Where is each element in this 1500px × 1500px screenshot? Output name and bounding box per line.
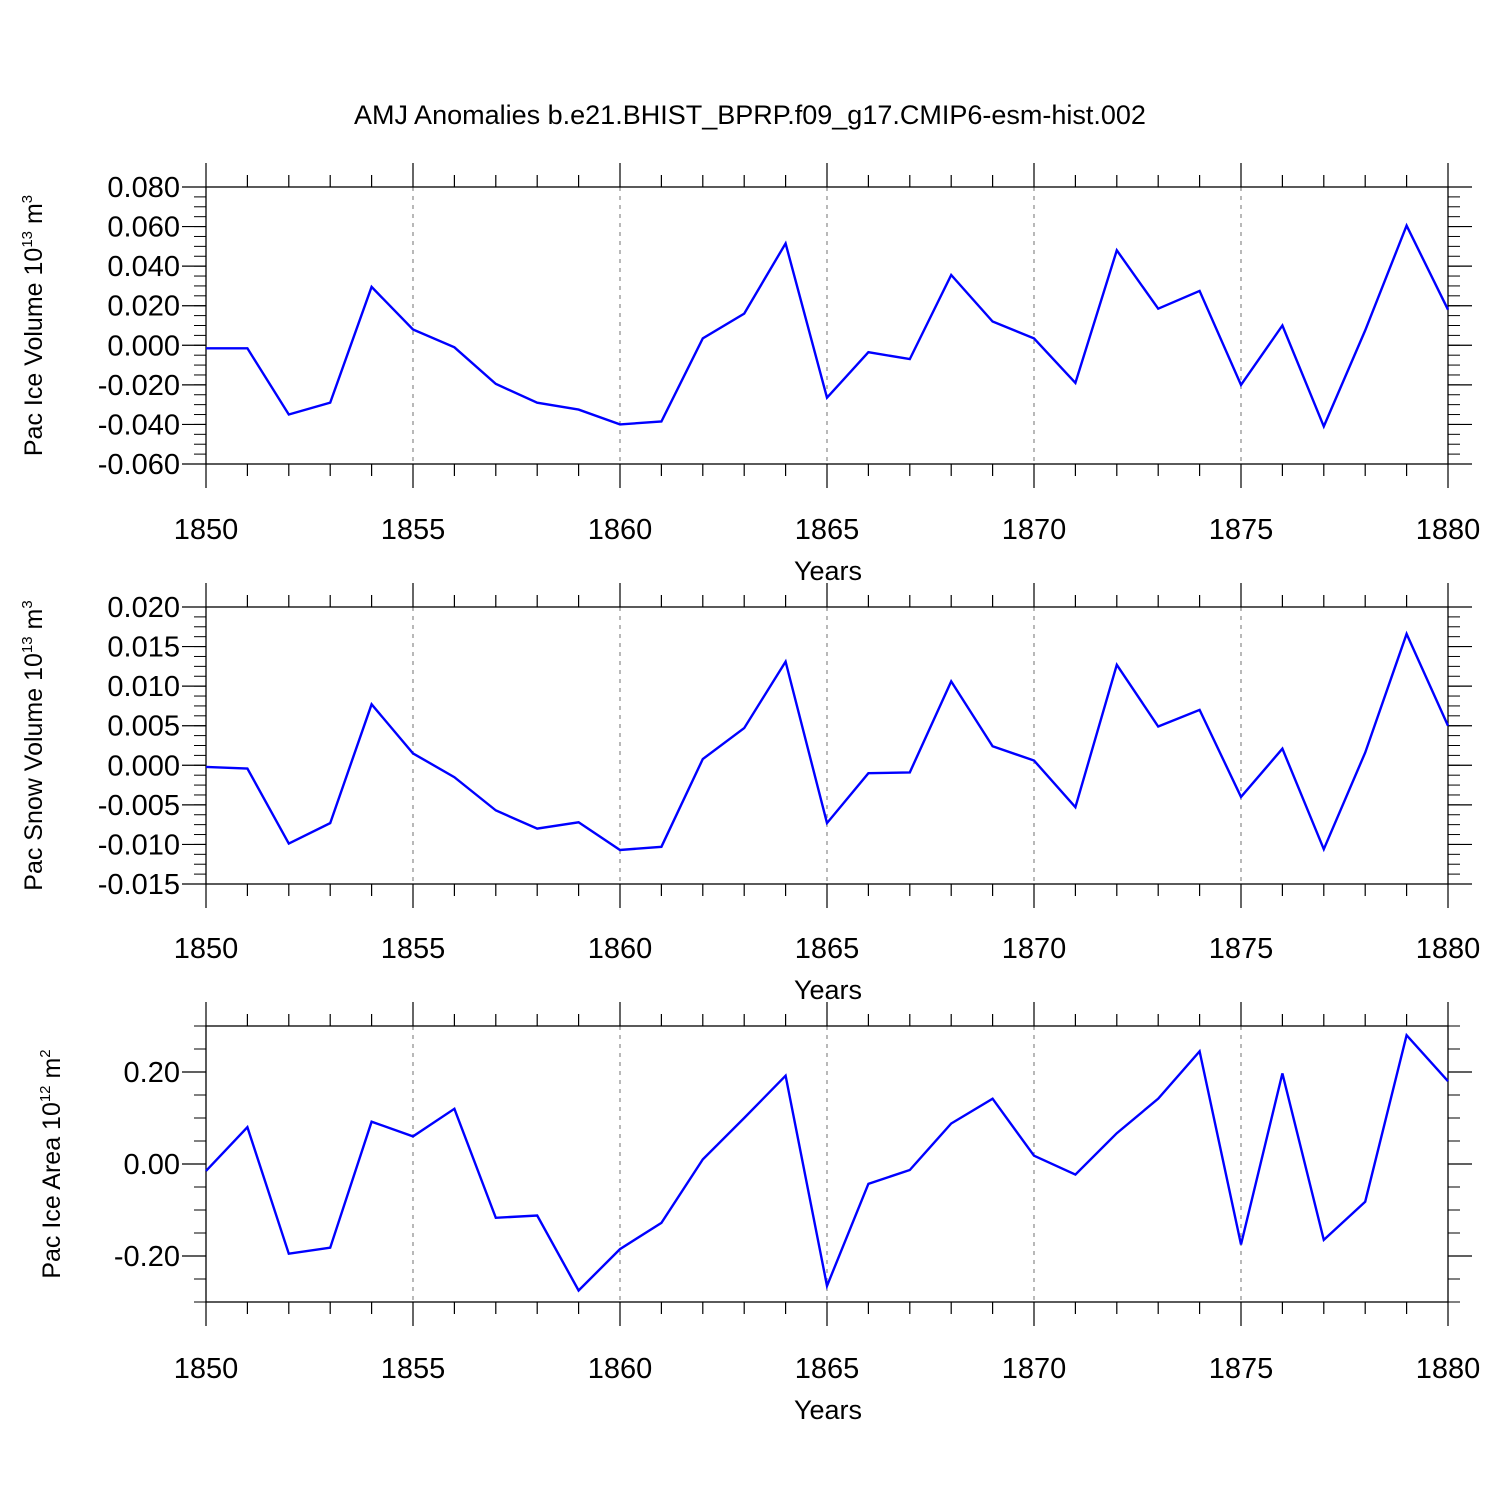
y-axis-label-superscript: 12 <box>37 1085 54 1102</box>
y-axis-label-text: Pac Snow Volume 10 <box>20 653 48 891</box>
y-tick-label: 0.060 <box>107 212 180 244</box>
x-tick-label: 1865 <box>795 514 860 546</box>
x-tick-label: 1870 <box>1002 1353 1067 1385</box>
y-axis-label-superscript: 13 <box>19 636 36 653</box>
y-tick-label: 0.00 <box>124 1149 180 1181</box>
panel-2: 0.020 0.015 0.010 0.005 0.000 -0.005 -0.010 -0.… <box>19 583 1480 1005</box>
x-tick-label: 1860 <box>588 1353 653 1385</box>
y-axis-label-superscript: 13 <box>19 231 36 248</box>
x-tick-label: 1875 <box>1209 1353 1274 1385</box>
y-tick-label: -0.060 <box>98 449 180 481</box>
y-tick-label: 0.000 <box>107 750 180 782</box>
x-tick-label: 1870 <box>1002 514 1067 546</box>
x-axis-label: Years <box>794 1395 862 1425</box>
chart-title: AMJ Anomalies b.e21.BHIST_BPRP.f09_g17.C… <box>354 100 1146 130</box>
y-axis-label: Pac Snow Volume 1013 m3 <box>19 600 48 890</box>
panel-1: 0.080 0.060 0.040 0.020 0.000 -0.020 -0.040 -0.… <box>19 163 1480 586</box>
y-tick-label: 0.040 <box>107 251 180 283</box>
x-axis-label: Years <box>794 975 862 1005</box>
y-axis-label-text: Pac Ice Area 10 <box>38 1102 66 1279</box>
x-tick-label: 1870 <box>1002 933 1067 965</box>
x-tick-label: 1875 <box>1209 933 1274 965</box>
x-tick-label: 1860 <box>588 933 653 965</box>
x-tick-label: 1865 <box>795 1353 860 1385</box>
y-tick-label: -0.020 <box>98 370 180 402</box>
y-tick-label: -0.010 <box>98 829 180 861</box>
x-tick-label: 1875 <box>1209 514 1274 546</box>
panel-3: 0.20 0.00 -0.20 1850 1855 1860 1865 1870 1875 188… <box>37 1002 1480 1425</box>
y-tick-label: 0.010 <box>107 671 180 703</box>
x-tick-label: 1850 <box>174 933 239 965</box>
y-axis-label-text: Pac Ice Volume 10 <box>20 248 48 456</box>
series-line <box>206 222 1450 430</box>
y-axis-label-text: m <box>38 1058 66 1086</box>
y-tick-label: -0.015 <box>98 869 180 901</box>
y-axis-label-text: m <box>20 609 48 637</box>
x-tick-label: 1855 <box>381 1353 446 1385</box>
x-tick-label: 1850 <box>174 1353 239 1385</box>
x-tick-label: 1855 <box>381 514 446 546</box>
x-tick-label: 1880 <box>1416 933 1481 965</box>
y-tick-label: -0.20 <box>114 1241 180 1273</box>
x-tick-label: 1850 <box>174 514 239 546</box>
series-line <box>205 630 1450 853</box>
series-line <box>205 1032 1449 1293</box>
y-tick-label: 0.000 <box>107 330 180 362</box>
x-tick-label: 1855 <box>381 933 446 965</box>
x-tick-label: 1880 <box>1416 514 1481 546</box>
y-tick-label: 0.015 <box>107 632 180 664</box>
y-tick-label: 0.020 <box>107 291 180 323</box>
y-tick-label: 0.080 <box>107 172 180 204</box>
x-tick-label: 1865 <box>795 933 860 965</box>
y-axis-label-text: m <box>20 203 48 231</box>
x-tick-label: 1880 <box>1416 1353 1481 1385</box>
y-axis-label: Pac Ice Volume 1013 m3 <box>19 195 48 456</box>
y-axis-label-superscript: 2 <box>37 1049 54 1057</box>
y-tick-label: 0.005 <box>107 711 180 743</box>
y-axis-label: Pac Ice Area 1012 m2 <box>37 1049 66 1278</box>
y-axis-label-superscript: 3 <box>19 195 36 203</box>
y-tick-label: 0.020 <box>107 592 180 624</box>
x-tick-label: 1860 <box>588 514 653 546</box>
y-tick-label: -0.040 <box>98 409 180 441</box>
y-tick-label: 0.20 <box>124 1057 180 1089</box>
y-tick-label: -0.005 <box>98 790 180 822</box>
y-axis-label-superscript: 3 <box>19 600 36 608</box>
panels: 0.080 0.060 0.040 0.020 0.000 -0.020 -0.040 -0.… <box>19 163 1480 1425</box>
x-axis-label: Years <box>794 556 862 586</box>
